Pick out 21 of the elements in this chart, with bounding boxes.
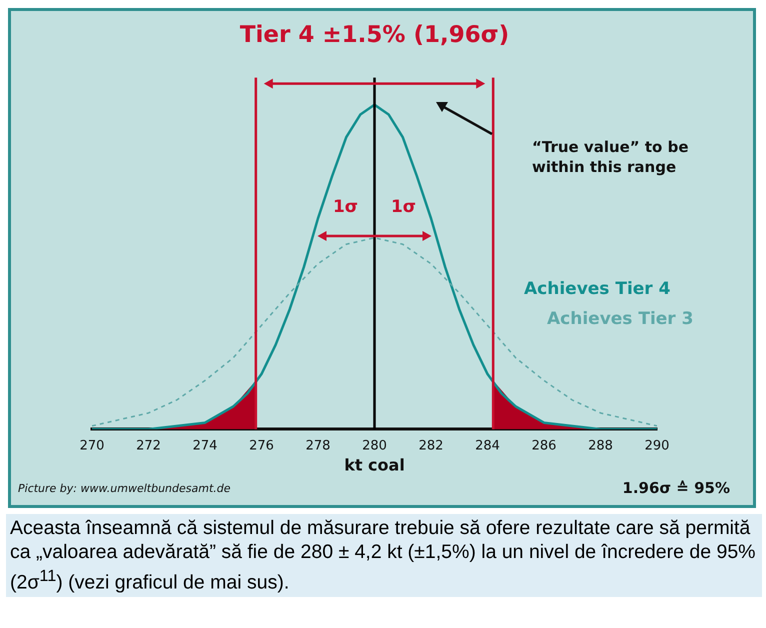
x-tick-label: 280: [362, 438, 387, 454]
annotation: 1σ: [332, 197, 358, 217]
text: Aceasta înseamnă că sistemul de măsurare trebuie să ofere rezultate care să permită ca „valoarea adevărată” să fie de 280 ± 4,2 kt (±1,5%) la un nivel de încredere de 95% (2σ$^{11}$) (vezi graficul de mai sus).: [6, 514, 762, 596]
text: 1.96σ ≙ 95%: [622, 479, 730, 497]
text: Achieves Tier 4: [524, 279, 671, 299]
x-tick-label: 278: [306, 438, 330, 454]
annotation: “True value” to be within this range: [532, 138, 688, 176]
text: Achieves Tier 3: [547, 309, 694, 329]
x-tick-label: 270: [80, 438, 104, 454]
x-tick-label: 284: [475, 438, 500, 454]
x-tick-label: 286: [532, 438, 556, 454]
x-tick-label: 288: [588, 438, 613, 454]
x-axis-title: kt coal: [344, 456, 405, 475]
x-tick-label: 276: [249, 438, 274, 454]
x-tick-label: 274: [192, 438, 218, 454]
x-tick-label: 272: [136, 438, 161, 454]
text: Picture by: www.umweltbundesamt.de: [18, 482, 231, 495]
annotation: 1σ: [390, 197, 416, 217]
chart-title: Tier 4 ±1.5% (1,96σ): [240, 22, 510, 48]
x-tick-label: 290: [644, 438, 670, 454]
x-tick-label: 282: [418, 438, 444, 454]
